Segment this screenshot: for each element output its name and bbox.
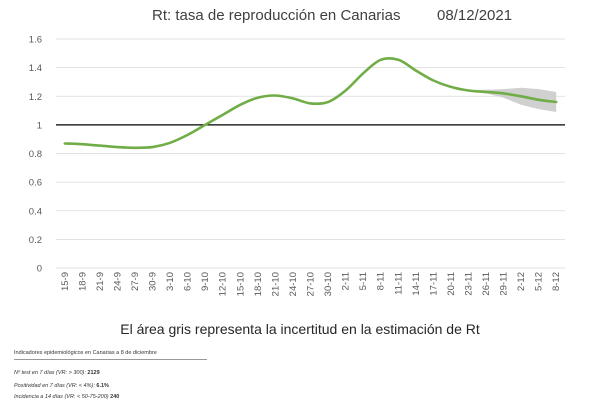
x-tick-label-20: 14-11 (411, 272, 422, 296)
x-tick-label-5: 30-9 (148, 272, 159, 291)
x-tick-label-18: 8-11 (376, 272, 387, 290)
x-tick-label-10: 15-10 (235, 272, 246, 296)
x-tick-label-3: 24-9 (112, 272, 123, 291)
indicator-incidence-label: Incidencia a 14 días (VR: < 50-75-200) (14, 394, 111, 400)
x-tick-label-24: 26-11 (481, 272, 492, 296)
x-tick-label-28: 8-12 (551, 272, 562, 291)
x-tick-label-23: 23-11 (463, 272, 474, 296)
x-tick-label-15: 30-10 (323, 272, 334, 296)
x-tick-label-13: 24-10 (288, 272, 299, 296)
rt-line-chart: 0 0.2 0.4 0.6 0.8 1 1.2 1.4 1.6 15-9 18-9 21-9 24-9… (29, 35, 565, 296)
x-tick-label-2: 21-9 (95, 272, 106, 291)
x-tick-label-6: 3-10 (165, 272, 176, 291)
x-tick-label-1: 18-9 (77, 272, 88, 291)
x-tick-label-22: 20-11 (446, 272, 457, 296)
y-tick-label-2: 0.4 (29, 206, 42, 217)
y-axis-tick-labels: 0 0.2 0.4 0.6 0.8 1 1.2 1.4 1.6 (29, 35, 42, 275)
indicator-positivity: Positividad en 7 días (VR: < 4%): 6.1% (14, 383, 109, 389)
x-tick-label-11: 18-10 (253, 272, 264, 296)
x-tick-label-21: 17-11 (428, 272, 439, 296)
y-tick-label-0: 0 (37, 264, 42, 275)
indicator-tests-label: Nº test en 7 días (VR: > 300): (14, 370, 88, 376)
chart-title: Rt: tasa de reproducción en Canarias (152, 7, 401, 24)
indicators-divider (14, 359, 207, 360)
uncertainty-band (468, 87, 557, 112)
indicator-incidence-value: 240 (110, 394, 120, 400)
y-tick-label-7: 1.4 (29, 63, 42, 74)
y-tick-label-6: 1.2 (29, 92, 42, 103)
y-tick-label-1: 0.2 (29, 235, 42, 246)
gridlines (56, 38, 565, 269)
uncertainty-area (468, 87, 557, 112)
x-tick-label-25: 29-11 (499, 272, 510, 296)
x-tick-label-12: 21-10 (270, 272, 281, 296)
indicator-positivity-label: Positividad en 7 días (VR: < 4%): (14, 383, 97, 389)
x-tick-label-14: 27-10 (306, 272, 317, 296)
indicator-incidence: Incidencia a 14 días (VR: < 50-75-200) 2… (14, 394, 119, 400)
y-tick-label-5: 1 (37, 120, 42, 131)
y-tick-label-4: 0.8 (29, 149, 42, 160)
x-tick-label-8: 9-10 (200, 272, 211, 291)
x-axis-tick-labels: 15-9 18-9 21-9 24-9 27-9 30-9 3-10 6-10 9-10 12-1… (60, 272, 562, 296)
indicators-title: Indicadores epidemiológicos en Canarias … (14, 350, 157, 356)
x-tick-label-19: 11-11 (393, 272, 404, 295)
indicator-positivity-value: 6.1% (96, 383, 109, 389)
x-tick-label-27: 5-12 (534, 272, 545, 291)
x-tick-label-26: 2-12 (516, 272, 527, 291)
indicator-tests: Nº test en 7 días (VR: > 300): 2129 (14, 370, 100, 376)
series-group (63, 56, 558, 150)
indicator-tests-value: 2129 (87, 370, 100, 376)
x-tick-label-4: 27-9 (130, 272, 141, 291)
chart-date: 08/12/2021 (437, 7, 513, 24)
x-tick-label-17: 5-11 (358, 272, 369, 290)
y-tick-label-3: 0.6 (29, 178, 42, 189)
x-tick-label-9: 12-10 (218, 272, 229, 296)
x-tick-label-16: 2-11 (341, 272, 352, 290)
uncertainty-note: El área gris representa la incertitud en… (120, 321, 480, 337)
rt-series-line-0 (63, 56, 558, 150)
x-tick-label-0: 15-9 (60, 272, 71, 291)
y-tick-label-8: 1.6 (29, 35, 42, 46)
chart-header: Rt: tasa de reproducción en Canarias 08/… (0, 4, 600, 28)
x-tick-label-7: 6-10 (183, 272, 194, 291)
